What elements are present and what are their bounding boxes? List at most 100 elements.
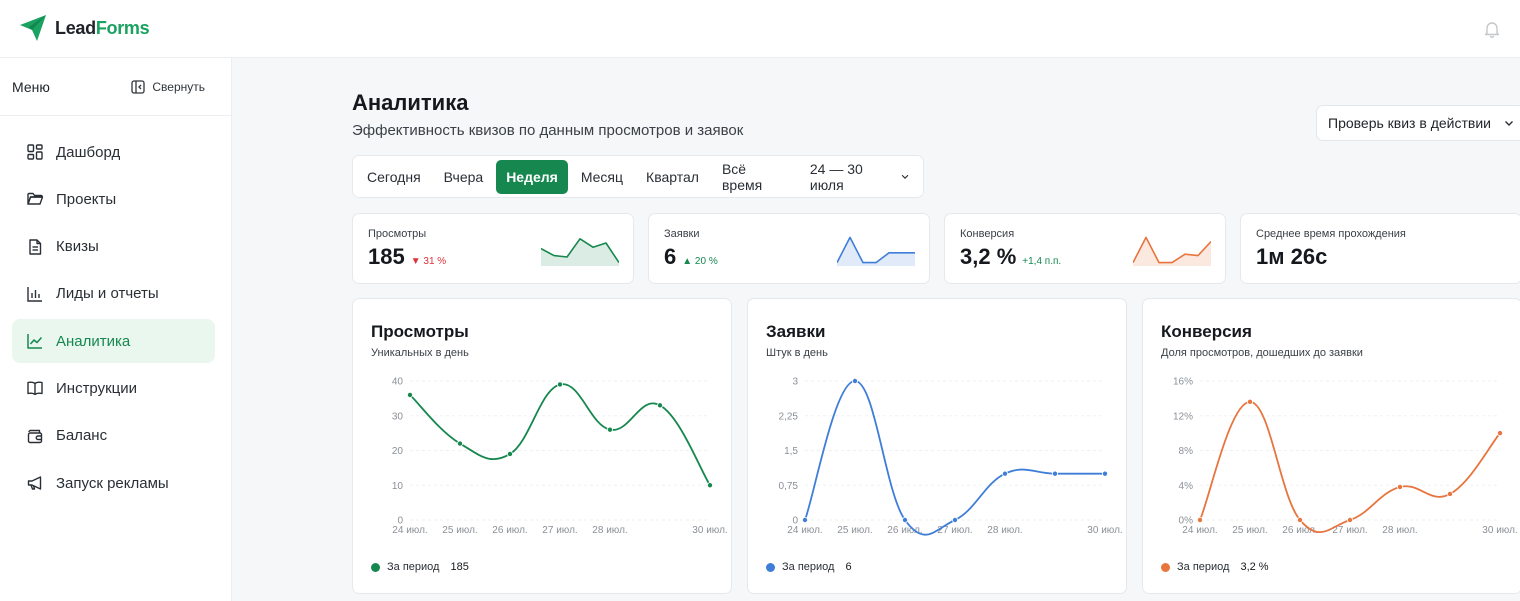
legend-dot: [371, 562, 380, 572]
y-tick-label: 40: [392, 377, 404, 388]
menu-label: Меню: [12, 78, 50, 95]
kpi-delta: ▼ 31 %: [410, 256, 447, 267]
data-point[interactable]: [1247, 398, 1254, 405]
document-icon: [29, 238, 42, 255]
x-tick-label: 25 июл.: [837, 525, 872, 536]
sidebar-item-ads[interactable]: Запуск рекламы: [12, 461, 215, 505]
chart-legend: За период 185: [371, 561, 469, 573]
sidebar-item-quizzes[interactable]: Квизы: [12, 225, 215, 269]
data-point[interactable]: [1051, 470, 1058, 477]
tab-week[interactable]: Неделя: [496, 159, 568, 194]
sidebar-item-label: Запуск рекламы: [56, 474, 169, 492]
date-range-picker[interactable]: 24 — 30 июля: [800, 160, 920, 194]
kpi-delta: ▲ 20 %: [682, 256, 718, 267]
data-point[interactable]: [1396, 483, 1403, 490]
sidebar-item-label: Баланс: [56, 427, 108, 445]
series-line: [804, 380, 1105, 536]
y-tick-label: 30: [392, 411, 404, 422]
data-point[interactable]: [1496, 430, 1503, 437]
x-tick-label: 28 июл.: [987, 525, 1022, 536]
sparkline-area: [1133, 237, 1211, 266]
views-line-chart: 0 10 20 30 40 24 июл. 25 июл. 26 июл. 27 июл. 28 …: [392, 377, 728, 537]
kpi-value: 1м 26с: [1256, 244, 1328, 269]
tab-yesterday[interactable]: Вчера: [443, 168, 484, 185]
sparkline: [1133, 236, 1211, 266]
tab-today[interactable]: Сегодня: [367, 168, 421, 185]
sidebar-item-analytics[interactable]: Аналитика: [12, 319, 215, 364]
data-point[interactable]: [901, 516, 908, 523]
quiz-preview-dropdown[interactable]: Проверь квиз в действии: [1316, 105, 1520, 141]
sparkline-area: [837, 237, 915, 266]
data-point[interactable]: [1296, 516, 1303, 523]
sidebar-item-instructions[interactable]: Инструкции: [12, 366, 215, 410]
sidebar-item-balance[interactable]: Баланс: [12, 414, 215, 458]
legend-value: 3,2 %: [1240, 561, 1269, 573]
sidebar-item-label: Квизы: [56, 238, 99, 256]
x-tick-label: 27 июл.: [542, 525, 577, 536]
period-tabs: Сегодня Вчера Неделя Месяц Квартал Всё в…: [352, 155, 924, 198]
kpi-card-views: Просмотры 185 ▼ 31 %: [352, 213, 634, 284]
sidebar-item-label: Проекты: [56, 190, 117, 208]
y-tick-label: 0: [792, 516, 798, 527]
data-point[interactable]: [1197, 516, 1204, 523]
data-point[interactable]: [506, 450, 513, 457]
conversion-line-chart: 0% 4% 8% 12% 16% 24 июл. 25 июл. 26 июл. 27 июл.…: [1173, 377, 1518, 537]
series-line: [1199, 400, 1501, 533]
megaphone-icon: [27, 476, 42, 490]
y-tick-label: 0,75: [779, 481, 799, 492]
kpi-value: 3,2 %: [960, 244, 1017, 269]
x-tick-label: 26 июл.: [887, 525, 922, 536]
tab-month[interactable]: Месяц: [580, 168, 624, 185]
chart-card-views: Просмотры Уникальных в день 0 10 20 30 40 24 …: [352, 298, 732, 594]
data-point[interactable]: [1346, 516, 1353, 523]
date-range-label: 24 — 30 июля: [809, 160, 863, 193]
collapse-label: Свернуть: [152, 79, 205, 94]
sidebar-item-projects[interactable]: Проекты: [12, 177, 215, 221]
chart-title: Просмотры: [371, 322, 469, 341]
legend-value: 185: [450, 561, 469, 573]
data-point[interactable]: [802, 516, 809, 523]
chart-subtitle: Уникальных в день: [371, 347, 469, 359]
collapse-icon: [131, 79, 146, 94]
data-point[interactable]: [556, 381, 563, 388]
x-tick-label: 30 июл.: [1087, 525, 1122, 536]
sidebar-item-dashboard[interactable]: Дашборд: [12, 130, 215, 174]
collapse-button[interactable]: Свернуть: [131, 80, 205, 94]
x-tick-label: 27 июл.: [937, 525, 972, 536]
data-point[interactable]: [706, 482, 713, 489]
x-tick-label: 30 июл.: [692, 525, 727, 536]
legend-dot: [766, 562, 775, 572]
tab-quarter[interactable]: Квартал: [646, 168, 699, 185]
y-tick-label: 2,25: [779, 411, 799, 422]
main-content: Аналитика Эффективность квизов по данным…: [232, 58, 1520, 601]
bell-icon[interactable]: [1482, 19, 1502, 39]
data-point[interactable]: [951, 516, 958, 523]
kpi-label: Конверсия: [960, 228, 1015, 240]
kpi-card-leads: Заявки 6 ▲ 20 %: [648, 213, 930, 284]
y-tick-label: 3: [792, 377, 798, 388]
data-point[interactable]: [1446, 490, 1453, 497]
logo[interactable]: LeadForms: [18, 13, 150, 43]
chevron-down-icon: [1504, 121, 1513, 126]
sparkline-line: [1133, 236, 1211, 264]
x-tick-label: 30 июл.: [1482, 525, 1517, 536]
data-point[interactable]: [852, 378, 859, 385]
tab-all-time[interactable]: Всё время: [721, 160, 763, 193]
sidebar-item-leads[interactable]: Лиды и отчеты: [12, 272, 215, 316]
y-tick-label: 8%: [1179, 446, 1194, 457]
chart-card-conversion: Конверсия Доля просмотров, дошедших до з…: [1142, 298, 1520, 594]
logo-text: LeadForms: [55, 17, 150, 38]
sidebar-item-label: Лиды и отчеты: [56, 285, 159, 303]
y-tick-label: 4%: [1179, 481, 1194, 492]
data-point[interactable]: [1001, 470, 1008, 477]
legend-value: 6: [845, 561, 852, 573]
data-point[interactable]: [606, 426, 613, 433]
data-point[interactable]: [457, 440, 464, 447]
sparkline-area: [541, 238, 619, 266]
data-point[interactable]: [656, 402, 663, 409]
chart-subtitle: Доля просмотров, дошедших до заявки: [1161, 347, 1363, 359]
data-point[interactable]: [407, 391, 414, 398]
data-point[interactable]: [1101, 470, 1108, 477]
kpi-card-conversion: Конверсия 3,2 % +1,4 п.п.: [944, 213, 1226, 284]
x-tick-label: 28 июл.: [1382, 525, 1417, 536]
